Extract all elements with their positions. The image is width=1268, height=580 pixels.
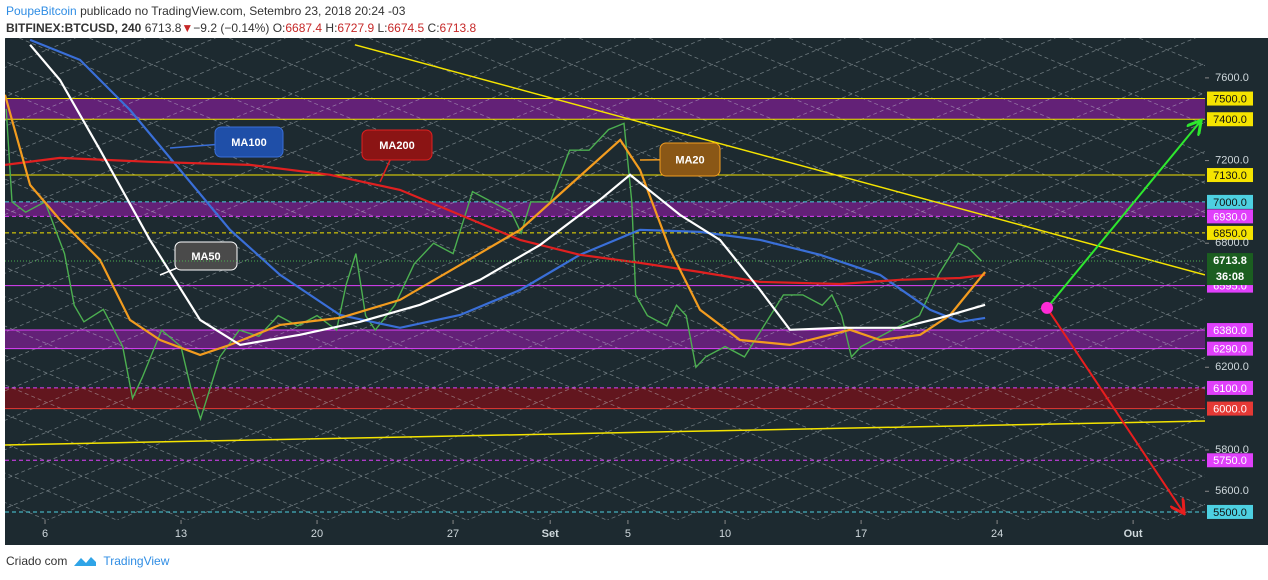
level-label-box bbox=[1207, 209, 1253, 224]
x-tick-label: 24 bbox=[991, 528, 1003, 540]
ma-label: MA50 bbox=[191, 251, 220, 263]
ma-label-box bbox=[659, 142, 721, 177]
ma-label: MA20 bbox=[675, 154, 704, 166]
ma-line bbox=[5, 156, 986, 286]
close: 6713.8 bbox=[439, 21, 477, 35]
published: publicado no TradingView.com, Setembro 2… bbox=[80, 4, 406, 18]
plot bbox=[5, 38, 1205, 520]
ma-label-box bbox=[361, 129, 433, 161]
symbol: BITFINEX:BTCUSD, 240 bbox=[6, 21, 142, 35]
h-label: H: bbox=[325, 21, 338, 35]
level-label: 6290.0 bbox=[1213, 344, 1247, 356]
footer: Criado com TradingView bbox=[6, 554, 169, 568]
x-tick-label: 5 bbox=[625, 528, 631, 540]
y-tick-label: 6800.0 bbox=[1215, 237, 1249, 249]
level-label: 7130.0 bbox=[1213, 170, 1247, 182]
level-label-box bbox=[1207, 112, 1253, 127]
author: PoupeBitcoin bbox=[6, 4, 77, 18]
ma-label: MA100 bbox=[231, 137, 266, 149]
change: −9.2 (−0.14%) bbox=[193, 21, 270, 35]
level-label-box bbox=[1207, 91, 1253, 106]
x-tick-label: 10 bbox=[719, 528, 731, 540]
arrow bbox=[1046, 307, 1183, 512]
x-tick-label: 20 bbox=[311, 528, 323, 540]
x-tick-label: 6 bbox=[42, 528, 48, 540]
zone bbox=[5, 330, 1205, 349]
zone bbox=[5, 387, 1205, 409]
price-line bbox=[5, 108, 983, 422]
chart: 7500.07400.07130.07000.06930.06850.06595… bbox=[5, 38, 1268, 545]
brand: TradingView bbox=[103, 554, 170, 568]
ma-line bbox=[29, 38, 986, 329]
level-label-box bbox=[1207, 194, 1253, 209]
y-tick-label: 7200.0 bbox=[1215, 154, 1249, 166]
level-label: 5750.0 bbox=[1213, 455, 1247, 467]
x-tick-label: Set bbox=[542, 528, 559, 540]
y-tick-label: 5800.0 bbox=[1215, 444, 1249, 456]
y-tick-label: 5600.0 bbox=[1215, 485, 1249, 497]
high: 6727.9 bbox=[337, 21, 375, 35]
trendline bbox=[354, 44, 1205, 276]
level-label-box bbox=[1207, 453, 1253, 468]
level-label: 6850.0 bbox=[1213, 228, 1247, 240]
l-label: L: bbox=[377, 21, 388, 35]
low: 6674.5 bbox=[387, 21, 425, 35]
last-price: 6713.8 bbox=[1213, 255, 1247, 267]
c-label: C: bbox=[427, 21, 440, 35]
last-price-box bbox=[1207, 253, 1253, 286]
x-tick-label: 17 bbox=[855, 528, 867, 540]
x-tick-label: 27 bbox=[447, 528, 459, 540]
open: 6687.4 bbox=[285, 21, 323, 35]
y-tick-label: 6200.0 bbox=[1215, 361, 1249, 373]
ma-label: MA200 bbox=[379, 140, 414, 152]
ma-line bbox=[29, 44, 986, 347]
level-label-box bbox=[1207, 225, 1253, 240]
header-line-2: BITFINEX:BTCUSD, 240 6713.8▼−9.2 (−0.14%… bbox=[6, 20, 476, 37]
ma-label-box bbox=[174, 241, 238, 271]
countdown: 36:08 bbox=[1216, 271, 1244, 283]
level-label: 6930.0 bbox=[1213, 211, 1247, 223]
level-label: 5500.0 bbox=[1213, 507, 1247, 519]
overlay: 7500.07400.07130.07000.06930.06850.06595… bbox=[5, 72, 1253, 540]
x-tick-label: 13 bbox=[175, 528, 187, 540]
level-label: 7400.0 bbox=[1213, 114, 1247, 126]
level-label-box bbox=[1207, 168, 1253, 183]
logo bbox=[74, 557, 97, 566]
arrow: ▼ bbox=[181, 21, 194, 35]
o-label: O: bbox=[272, 21, 286, 35]
zone bbox=[5, 201, 1205, 217]
level-label: 7000.0 bbox=[1213, 197, 1247, 209]
pivot bbox=[1041, 301, 1054, 314]
ma-label-box bbox=[214, 126, 284, 158]
y-tick-label: 7600.0 bbox=[1215, 72, 1249, 84]
trendline bbox=[5, 420, 1205, 446]
level-label: 6000.0 bbox=[1213, 404, 1247, 416]
header: PoupeBitcoin publicado no TradingView.co… bbox=[6, 3, 476, 37]
level-label-box bbox=[1207, 401, 1253, 416]
x-tick-label: Out bbox=[1124, 528, 1143, 540]
level-label-box bbox=[1207, 323, 1253, 338]
time-axis-bg bbox=[5, 520, 1268, 545]
ma-line bbox=[5, 94, 986, 357]
level-label: 7500.0 bbox=[1213, 93, 1247, 105]
level-label-box bbox=[1207, 504, 1253, 519]
level-label: 6100.0 bbox=[1213, 383, 1247, 395]
level-label-box bbox=[1207, 341, 1253, 356]
zone bbox=[5, 98, 1205, 120]
level-label: 6380.0 bbox=[1213, 325, 1247, 337]
level-label-box bbox=[1207, 380, 1253, 395]
arrow bbox=[1046, 122, 1200, 309]
last: 6713.8 bbox=[144, 21, 182, 35]
made-with: Criado com bbox=[6, 554, 68, 568]
header-line-1: PoupeBitcoin publicado no TradingView.co… bbox=[6, 3, 476, 20]
